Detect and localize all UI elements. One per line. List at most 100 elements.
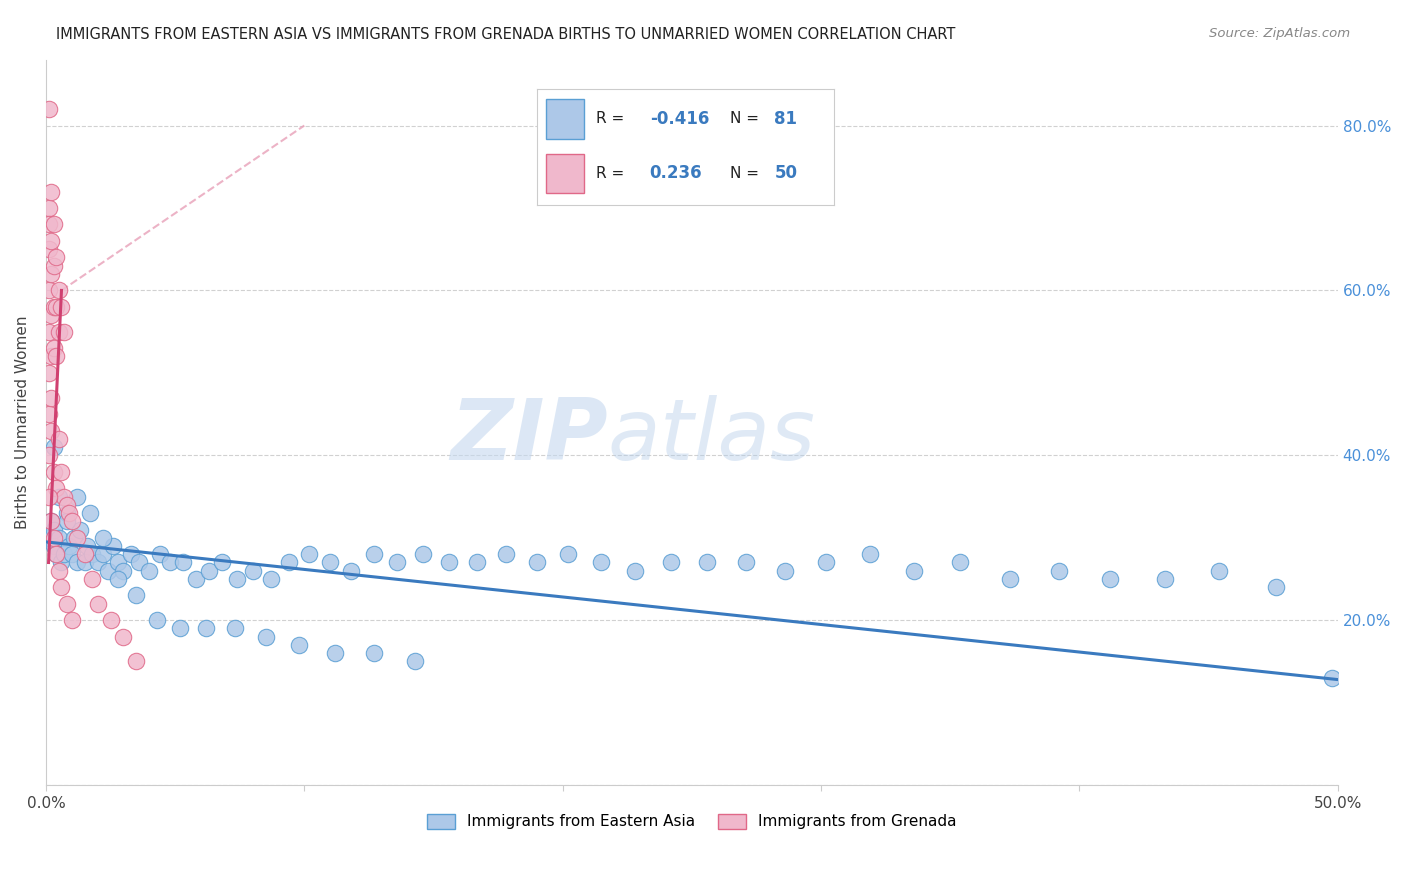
Point	[55, 498, 77, 512]
Point	[319, 556, 342, 570]
Point	[557, 547, 579, 561]
Point	[53, 325, 76, 339]
Point	[38, 325, 60, 339]
Point	[82, 572, 104, 586]
Point	[1099, 572, 1122, 586]
Point	[696, 556, 718, 570]
Point	[42, 259, 65, 273]
Point	[48, 325, 70, 339]
Point	[58, 506, 80, 520]
Point	[38, 448, 60, 462]
Point	[112, 630, 135, 644]
Point	[45, 481, 67, 495]
Point	[86, 597, 108, 611]
Point	[66, 490, 89, 504]
Point	[949, 556, 972, 570]
Point	[412, 547, 434, 561]
Point	[55, 514, 77, 528]
Point	[340, 564, 363, 578]
Point	[38, 201, 60, 215]
Y-axis label: Births to Unmarried Women: Births to Unmarried Women	[15, 316, 30, 529]
Text: ZIP: ZIP	[450, 395, 607, 478]
Point	[42, 341, 65, 355]
Point	[859, 547, 882, 561]
Point	[387, 556, 409, 570]
Point	[42, 218, 65, 232]
Point	[159, 556, 181, 570]
Point	[53, 547, 76, 561]
Point	[48, 432, 70, 446]
Text: IMMIGRANTS FROM EASTERN ASIA VS IMMIGRANTS FROM GRENADA BIRTHS TO UNMARRIED WOME: IMMIGRANTS FROM EASTERN ASIA VS IMMIGRAN…	[56, 27, 956, 42]
Point	[298, 547, 321, 561]
Point	[55, 597, 77, 611]
Point	[42, 539, 65, 553]
Point	[146, 613, 169, 627]
Point	[120, 547, 142, 561]
Point	[60, 547, 83, 561]
Point	[82, 547, 104, 561]
Text: atlas: atlas	[607, 395, 815, 478]
Point	[467, 556, 489, 570]
Point	[38, 284, 60, 298]
Point	[58, 539, 80, 553]
Point	[63, 531, 86, 545]
Point	[1047, 564, 1070, 578]
Point	[773, 564, 796, 578]
Point	[39, 308, 62, 322]
Point	[66, 556, 89, 570]
Point	[48, 284, 70, 298]
Point	[197, 564, 219, 578]
Point	[184, 572, 207, 586]
Point	[1264, 580, 1286, 594]
Point	[60, 514, 83, 528]
Point	[39, 424, 62, 438]
Point	[112, 564, 135, 578]
Point	[277, 556, 299, 570]
Legend: Immigrants from Eastern Asia, Immigrants from Grenada: Immigrants from Eastern Asia, Immigrants…	[422, 808, 963, 836]
Point	[51, 580, 73, 594]
Point	[51, 300, 73, 314]
Point	[38, 242, 60, 256]
Point	[51, 556, 73, 570]
Point	[42, 531, 65, 545]
Point	[735, 556, 758, 570]
Point	[404, 655, 426, 669]
Point	[48, 531, 70, 545]
Point	[45, 547, 67, 561]
Point	[659, 556, 682, 570]
Point	[38, 366, 60, 380]
Point	[1153, 572, 1175, 586]
Point	[107, 556, 129, 570]
Point	[97, 564, 120, 578]
Text: Source: ZipAtlas.com: Source: ZipAtlas.com	[1209, 27, 1350, 40]
Point	[903, 564, 925, 578]
Point	[363, 646, 385, 660]
Point	[39, 234, 62, 248]
Point	[48, 490, 70, 504]
Point	[624, 564, 647, 578]
Point	[224, 622, 246, 636]
Point	[125, 589, 148, 603]
Point	[45, 251, 67, 265]
Point	[226, 572, 249, 586]
Point	[1322, 671, 1344, 685]
Point	[38, 531, 60, 545]
Point	[38, 218, 60, 232]
Point	[42, 465, 65, 479]
Point	[39, 350, 62, 364]
Point	[39, 185, 62, 199]
Point	[39, 267, 62, 281]
Point	[172, 556, 194, 570]
Point	[42, 523, 65, 537]
Point	[101, 539, 124, 553]
Point	[69, 523, 91, 537]
Point	[254, 630, 277, 644]
Point	[79, 506, 101, 520]
Point	[128, 556, 150, 570]
Point	[38, 102, 60, 116]
Point	[39, 514, 62, 528]
Point	[55, 506, 77, 520]
Point	[39, 391, 62, 405]
Point	[288, 638, 311, 652]
Point	[42, 440, 65, 454]
